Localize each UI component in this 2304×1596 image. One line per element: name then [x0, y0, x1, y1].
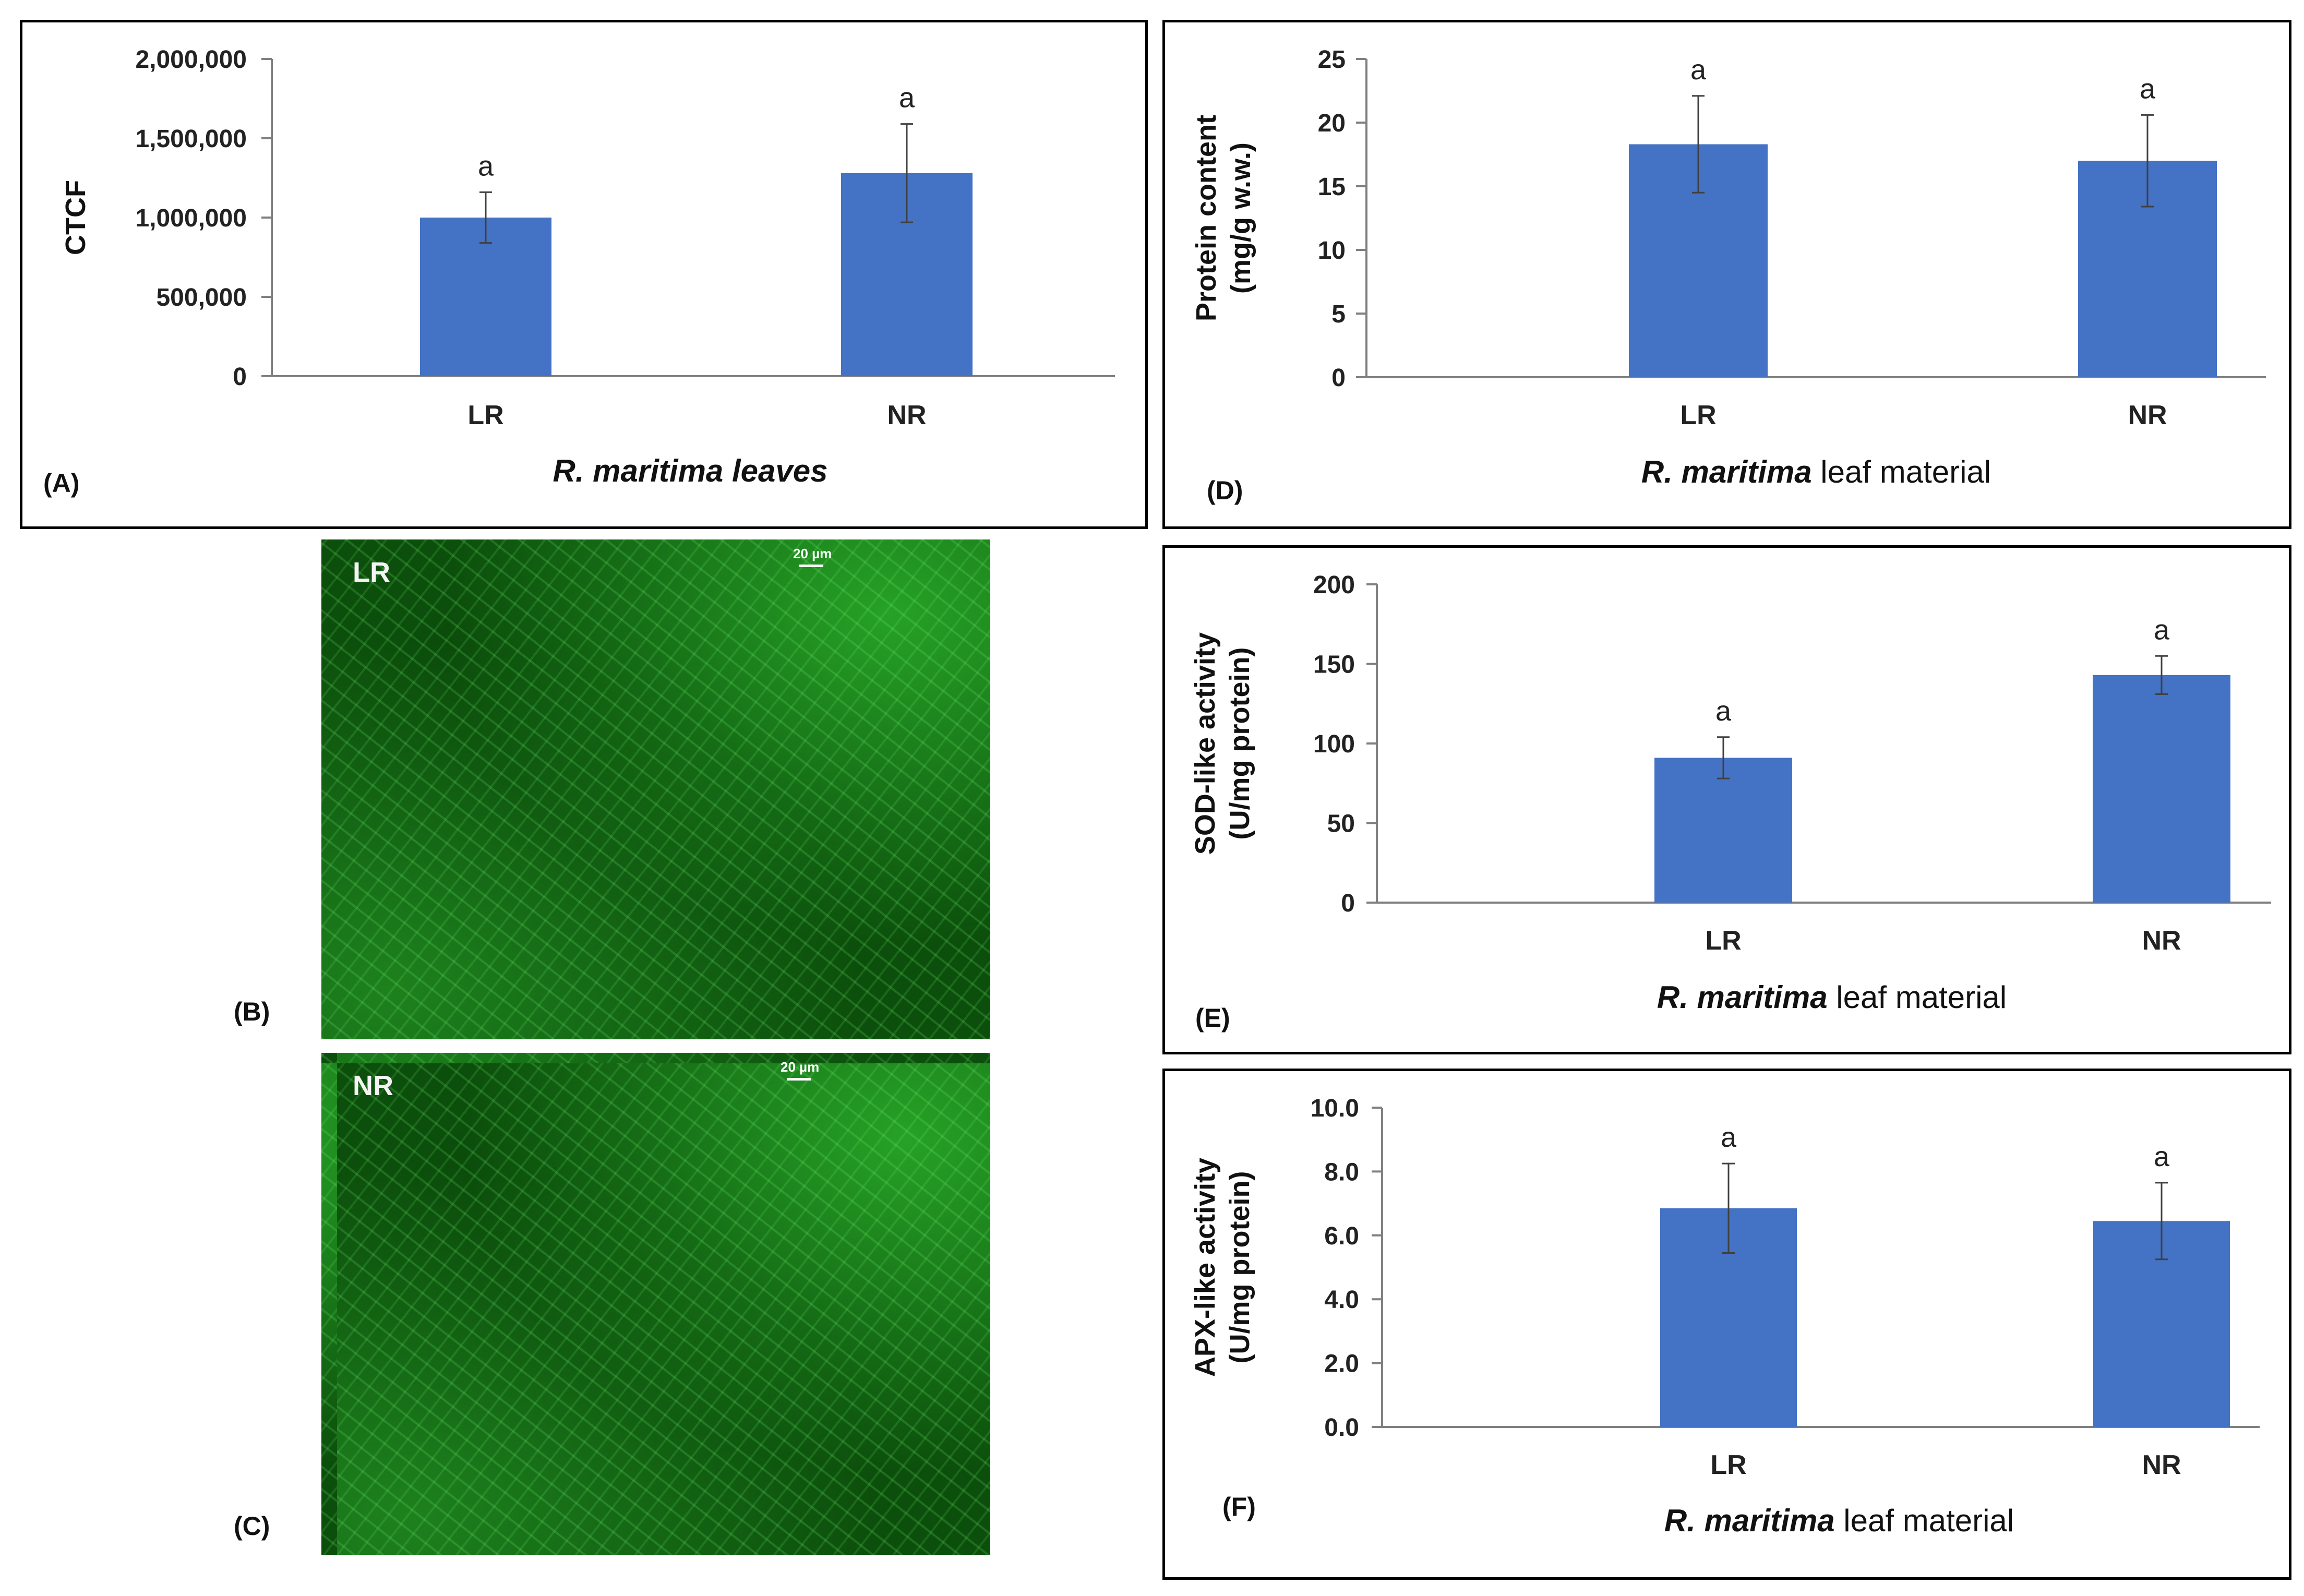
significance-letter: a: [1721, 1122, 1737, 1153]
category-label-lr: LR: [1680, 400, 1716, 430]
panel-label: (A): [43, 469, 79, 498]
panel-d-chart: 0 5 10 15 20 25 a LR a NR Protein content (mg/g w.w…: [1162, 20, 2291, 529]
y-tick-label: 150: [1313, 651, 1355, 679]
y-tick-label: 500,000: [156, 284, 247, 311]
category-label-nr: NR: [2142, 1450, 2181, 1480]
micrograph-lr-label: LR: [353, 557, 390, 588]
x-axis-title: R. maritima leaf material: [1657, 980, 2007, 1015]
y-tick-label: 5: [1331, 301, 1346, 328]
micrograph-lr: LR 20 µm: [321, 539, 990, 1039]
y-axis-title: APX-like activity: [1190, 1158, 1221, 1377]
y-tick-label: 200: [1313, 571, 1355, 599]
micrograph-nr: NR 20 µm: [321, 1053, 990, 1555]
category-label-nr: NR: [2128, 400, 2167, 430]
significance-letter: a: [2154, 1141, 2170, 1172]
bar-lr: [1654, 758, 1792, 903]
sod-activity-bar-chart: 0 50 100 150 200 a LR a NR SOD-like activity (U/mg…: [1190, 571, 2271, 1033]
x-axis-title-part: R. maritima: [1657, 980, 1828, 1015]
y-tick-label: 1,000,000: [135, 205, 247, 232]
y-tick-label: 15: [1318, 173, 1346, 201]
category-label-lr: LR: [1705, 926, 1741, 956]
micrograph-nr-scale-text: 20 µm: [781, 1059, 820, 1075]
significance-letter: a: [899, 82, 915, 114]
y-axis-title: (mg/g w.w.): [1225, 142, 1256, 294]
bar-nr: [2093, 675, 2230, 903]
x-axis-title-part: R. maritima leaves: [553, 453, 828, 488]
y-axis-title: (U/mg protein): [1224, 1171, 1255, 1364]
x-axis-title-part: R. maritima: [1664, 1503, 1835, 1538]
panel-label: (E): [1195, 1003, 1230, 1033]
panel-e-chart: 0 50 100 150 200 a LR a NR SOD-like activity (U/mg…: [1162, 545, 2291, 1054]
panel-f-chart: 0.0 2.0 4.0 6.0 8.0 10.0 a LR a NR APX-like activi…: [1162, 1069, 2291, 1580]
x-axis-title-part: R. maritima: [1641, 454, 1812, 489]
y-tick-label: 0: [1341, 890, 1355, 917]
significance-letter: a: [2154, 614, 2170, 645]
y-axis-title: Protein content: [1191, 115, 1222, 321]
category-label-nr: NR: [887, 400, 926, 430]
y-tick-label: 2,000,000: [135, 46, 247, 74]
micrograph-lr-scale-text: 20 µm: [793, 546, 832, 561]
micrograph-nr-label: NR: [353, 1070, 393, 1101]
significance-letter: a: [478, 150, 494, 182]
significance-letter: a: [1715, 695, 1732, 727]
label-c: (C): [234, 1511, 270, 1541]
y-tick-label: 10: [1318, 237, 1346, 265]
y-tick-label: 50: [1327, 810, 1355, 838]
x-axis-title-part: leaf material: [1812, 454, 1991, 489]
x-axis-title: R. maritima leaf material: [1664, 1503, 2014, 1538]
y-tick-label: 10.0: [1311, 1095, 1359, 1122]
y-tick-label: 2.0: [1324, 1350, 1359, 1378]
significance-letter: a: [1690, 54, 1707, 86]
bar-lr: [420, 218, 551, 376]
x-axis-title: R. maritima leaves: [553, 453, 828, 488]
x-axis-title-part: leaf material: [1828, 980, 2007, 1015]
label-b: (B): [234, 997, 270, 1026]
category-label-lr: LR: [1710, 1450, 1746, 1480]
y-tick-label: 25: [1318, 46, 1346, 74]
y-tick-label: 8.0: [1324, 1158, 1359, 1186]
y-axis-title: CTCF: [60, 180, 91, 255]
y-tick-label: 1,500,000: [135, 125, 247, 153]
y-axis-title: (U/mg protein): [1224, 647, 1255, 840]
apx-activity-bar-chart: 0.0 2.0 4.0 6.0 8.0 10.0 a LR a NR APX-like activi…: [1190, 1095, 2260, 1538]
x-axis-title: R. maritima leaf material: [1641, 454, 1991, 489]
micrograph-nr-scale-bar: [787, 1078, 811, 1081]
y-tick-label: 6.0: [1324, 1222, 1359, 1250]
panel-label: (D): [1207, 476, 1243, 505]
panel-a-chart: 0 500,000 1,000,000 1,500,000 2,000,000 a LR a N…: [20, 20, 1148, 529]
x-axis-title-part: leaf material: [1835, 1503, 2014, 1538]
category-label-lr: LR: [467, 400, 503, 430]
y-tick-label: 100: [1313, 730, 1355, 758]
category-label-nr: NR: [2142, 926, 2181, 956]
panel-label: (F): [1222, 1492, 1256, 1521]
y-axis-title: SOD-like activity: [1190, 632, 1221, 855]
ctcf-bar-chart: 0 500,000 1,000,000 1,500,000 2,000,000 a LR a N…: [43, 46, 1115, 498]
y-tick-label: 20: [1318, 110, 1346, 137]
protein-content-bar-chart: 0 5 10 15 20 25 a LR a NR Protein content (mg/g w.w…: [1191, 46, 2266, 505]
micrograph-lr-scale-bar: [799, 565, 823, 567]
y-tick-label: 4.0: [1324, 1286, 1359, 1314]
y-tick-label: 0: [233, 363, 247, 391]
y-tick-label: 0: [1331, 364, 1346, 392]
y-tick-label: 0.0: [1324, 1414, 1359, 1442]
significance-letter: a: [2140, 73, 2156, 104]
